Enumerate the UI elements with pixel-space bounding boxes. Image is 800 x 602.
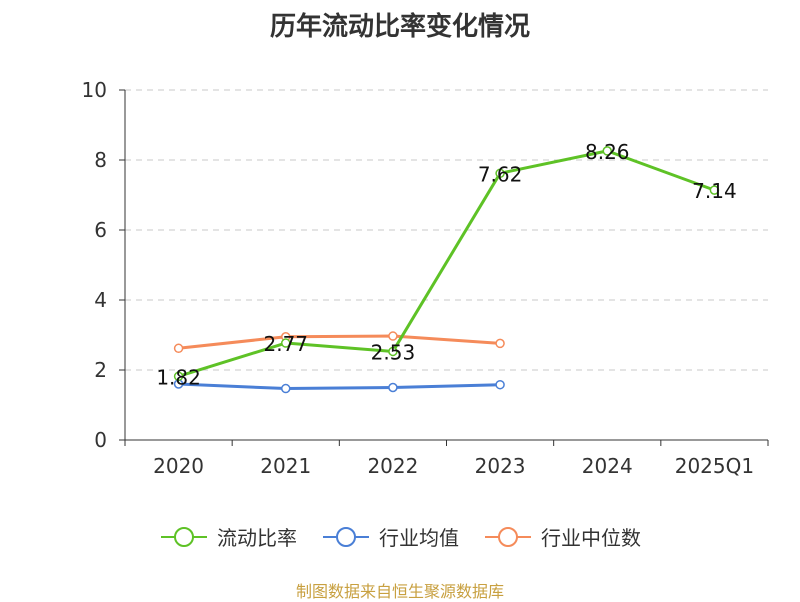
series-line-0	[178, 149, 715, 378]
legend-item[interactable]: 流动比率	[159, 522, 297, 551]
legend-label: 流动比率	[217, 526, 297, 550]
legend: 流动比率 行业均值 行业中位数	[0, 522, 800, 551]
legend-label: 行业中位数	[541, 526, 641, 550]
data-point	[495, 379, 505, 390]
legend-label: 行业均值	[379, 526, 459, 550]
x-tick-label: 2024	[582, 454, 633, 478]
data-point	[388, 331, 398, 341]
legend-line-circle-icon	[323, 526, 369, 547]
data-point	[281, 338, 291, 348]
source-note: 制图数据来自恒生聚源数据库	[295, 582, 504, 601]
legend-item[interactable]: 行业中位数	[483, 522, 641, 551]
y-tick-label: 8	[94, 148, 107, 172]
legend-item[interactable]: 行业均值	[321, 522, 459, 551]
y-tick-label: 10	[82, 78, 107, 102]
x-tick-label: 2025Q1	[675, 454, 754, 478]
data-label: 7.62	[478, 162, 523, 186]
data-point	[388, 382, 398, 393]
legend-line-circle-icon	[485, 526, 531, 547]
data-point	[495, 168, 505, 179]
x-tick-label: 2023	[475, 454, 526, 478]
y-tick-label: 2	[94, 358, 107, 382]
data-point	[495, 338, 505, 349]
data-label: 8.26	[585, 140, 630, 164]
data-label: 7.14	[692, 179, 737, 203]
data-label: 2.77	[263, 332, 308, 356]
data-point	[388, 346, 398, 357]
y-tick-label: 0	[94, 428, 107, 452]
chart-title: 历年流动比率变化情况	[269, 12, 530, 42]
y-tick-label: 4	[94, 288, 107, 312]
data-point	[709, 185, 720, 195]
x-tick-label: 2022	[367, 454, 418, 478]
data-point	[173, 371, 184, 382]
series-line-2	[178, 334, 501, 350]
y-tick-label: 6	[94, 218, 107, 242]
data-point	[281, 383, 291, 394]
series-line-1	[178, 382, 501, 391]
data-label: 2.53	[371, 340, 416, 364]
data-point	[173, 343, 184, 354]
legend-line-circle-icon	[161, 526, 207, 547]
x-tick-label: 2020	[153, 454, 204, 478]
x-tick-label: 2021	[260, 454, 311, 478]
data-label: 1.82	[156, 365, 201, 389]
data-point	[602, 146, 612, 156]
